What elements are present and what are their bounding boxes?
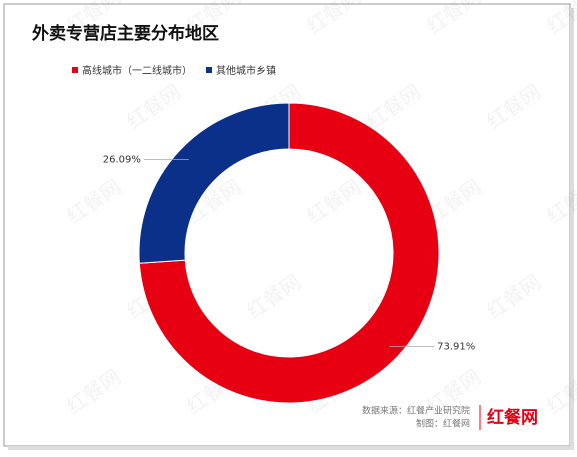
- logo: 红餐网: [487, 407, 538, 428]
- legend-swatch: [72, 67, 78, 73]
- frame-shadow: [570, 8, 574, 450]
- chart-title: 外卖专营店主要分布地区: [32, 23, 219, 44]
- pie: 73.91% 26.09%: [103, 102, 475, 404]
- legend-swatch: [206, 67, 212, 73]
- frame-shadow: [8, 446, 574, 450]
- data-label: 73.91%: [437, 342, 475, 353]
- donut-segment: [138, 102, 440, 404]
- source: 数据来源：红餐产业研究院: [362, 405, 470, 417]
- credit: 制图：红餐网: [416, 418, 470, 430]
- legend-label: 其他城市乡镇: [216, 64, 276, 77]
- donut-segment: [138, 102, 290, 264]
- data-label: 26.09%: [103, 154, 141, 165]
- legend-label: 高线城市（一二线城市）: [82, 64, 192, 77]
- legend: 高线城市（一二线城市） 其他城市乡镇: [72, 64, 276, 77]
